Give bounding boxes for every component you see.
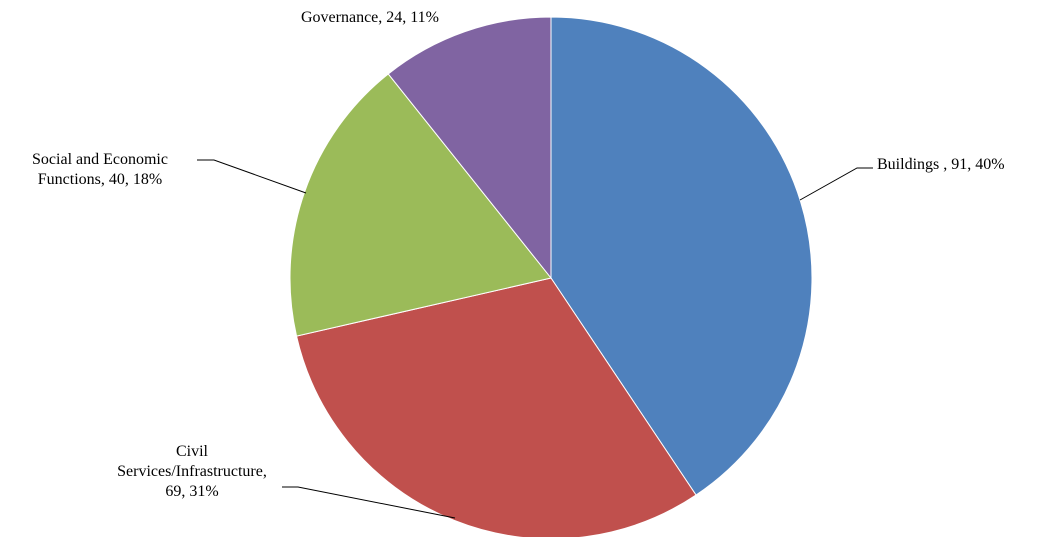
- data-label-line: Functions, 40, 18%: [38, 171, 162, 188]
- leader-line: [197, 159, 307, 194]
- data-label: Governance, 24, 11%: [301, 9, 439, 26]
- data-label-line: Civil: [176, 443, 209, 460]
- leader-line: [799, 167, 873, 201]
- pie-slice-social-and-economic-functions: [289, 73, 552, 337]
- data-label-line: 69, 31%: [165, 483, 218, 500]
- data-label: Social and Economic Functions, 40, 18%: [32, 151, 168, 188]
- pie-slice-governance: [387, 16, 552, 280]
- data-label-line: Services/Infrastructure,: [117, 463, 267, 480]
- pie-slices: [289, 16, 813, 540]
- leader-lines: [197, 159, 873, 519]
- pie-slice-civil-services-infrastructure: [295, 277, 697, 540]
- leader-line: [282, 486, 456, 519]
- data-label: Buildings , 91, 40%: [877, 156, 1005, 173]
- data-label-line: Buildings , 91, 40%: [877, 156, 1005, 173]
- data-labels: Buildings , 91, 40% Civil Services/Infrast…: [32, 9, 1005, 500]
- data-label-line: Governance, 24, 11%: [301, 9, 439, 26]
- data-label: Civil Services/Infrastructure, 69, 31%: [117, 443, 267, 500]
- data-label-line: Social and Economic: [32, 151, 168, 168]
